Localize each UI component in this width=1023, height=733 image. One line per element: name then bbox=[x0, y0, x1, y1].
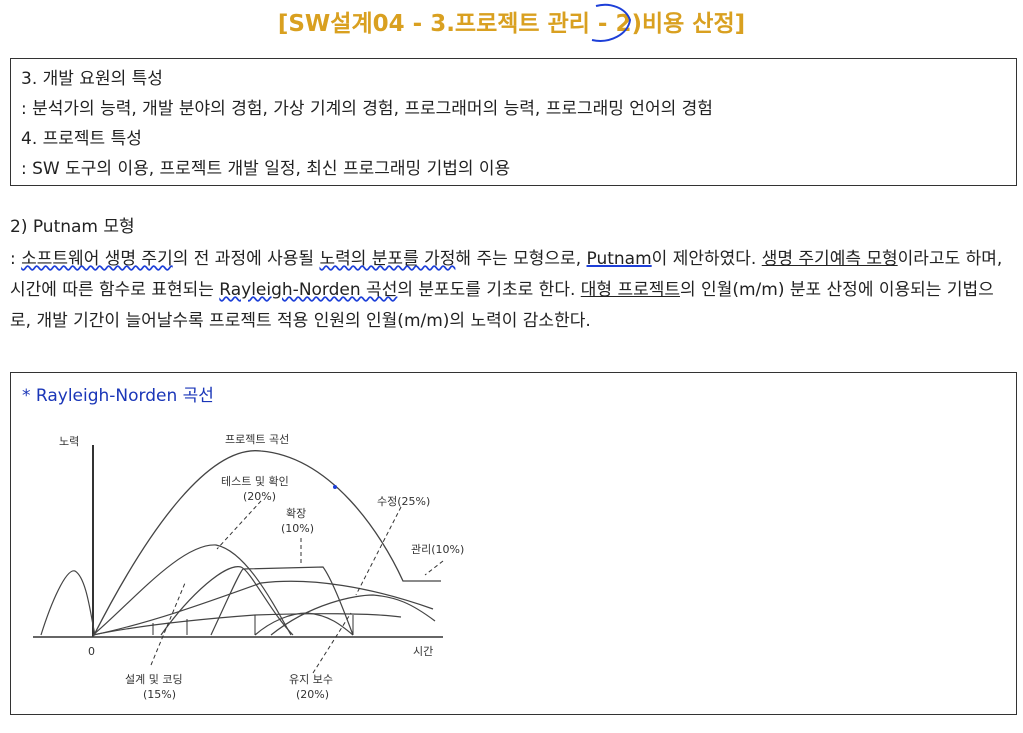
figure-title: * Rayleigh-Norden 곡선 bbox=[22, 386, 214, 406]
putnam-section: 2) Putnam 모형 : 소프트웨어 생명 주기의 전 과정에 사용될 노력… bbox=[10, 210, 1010, 337]
arrow-modify bbox=[355, 506, 402, 596]
maint-label-2: (20%) bbox=[296, 688, 329, 701]
box1-line-2: : 분석가의 능력, 개발 분야의 경험, 가상 기계의 경험, 프로그래머의 … bbox=[21, 99, 713, 119]
para-seg-putnam: Putnam bbox=[586, 249, 652, 269]
modify-label: 수정(25%) bbox=[377, 495, 430, 508]
x-axis-label: 시간 bbox=[413, 645, 433, 658]
dev-characteristics-box: 3. 개발 요원의 특성 : 분석가의 능력, 개발 분야의 경험, 가상 기계… bbox=[10, 58, 1017, 186]
arrow-test bbox=[216, 500, 262, 550]
ext-label-2: (10%) bbox=[281, 522, 314, 535]
para-seg-rayleigh: Rayleigh-Norden 곡선 bbox=[219, 280, 398, 300]
early-hump bbox=[40, 570, 96, 636]
rayleigh-figure-box: * Rayleigh-Norden 곡선 노력 bbox=[10, 372, 1017, 715]
modify-curve bbox=[92, 580, 434, 636]
extension-curve bbox=[210, 566, 354, 636]
test-label-2: (20%) bbox=[243, 490, 276, 503]
putnam-heading: 2) Putnam 모형 bbox=[10, 217, 135, 237]
maint-arc-2 bbox=[254, 612, 354, 636]
para-seg-lifecycle-model: 생명 주기예측 모형 bbox=[761, 249, 898, 269]
box1-line-3: 4. 프로젝트 특성 bbox=[21, 129, 142, 149]
para-seg: 이라고도 하며, 시간에 따른 함수로 표현되는 bbox=[10, 249, 1003, 300]
para-seg: : bbox=[10, 249, 22, 269]
para-seg-lifecycle: 소프트웨어 생명 주기 bbox=[21, 249, 173, 269]
origin-label: 0 bbox=[88, 645, 95, 658]
box1-line-4: : SW 도구의 이용, 프로젝트 개발 일정, 최신 프로그래밍 기법의 이용 bbox=[21, 159, 511, 179]
page-title: [SW설계04 - 3.프로젝트 관리 - 2)비용 산정] bbox=[277, 11, 746, 37]
design-label-2: (15%) bbox=[143, 688, 176, 701]
ext-label-1: 확장 bbox=[286, 507, 306, 520]
y-axis-label: 노력 bbox=[59, 435, 79, 448]
test-curve bbox=[160, 566, 294, 636]
project-curve bbox=[92, 450, 441, 638]
test-label-1: 테스트 및 확인 bbox=[221, 475, 289, 488]
para-seg-large-project: 대형 프로젝트 bbox=[580, 280, 681, 300]
design-label-1: 설계 및 코딩 bbox=[125, 673, 183, 686]
para-seg-effort: 노력의 분포를 가정 bbox=[319, 249, 456, 269]
rayleigh-norden-diagram: 노력 시간 0 프로젝트 곡선 테스트 및 확인 (20%) 확장 (10%) … bbox=[33, 433, 464, 701]
arrow-manage bbox=[424, 560, 444, 576]
arrow-design bbox=[150, 582, 186, 666]
para-seg: 의 전 과정에 사용될 bbox=[172, 249, 320, 269]
manage-label: 관리(10%) bbox=[411, 543, 464, 556]
box1-line-1: 3. 개발 요원의 특성 bbox=[21, 69, 163, 89]
maint-arc-1 bbox=[92, 613, 402, 636]
design-curve bbox=[92, 544, 292, 636]
stray-dot bbox=[333, 485, 337, 489]
maint-label-1: 유지 보수 bbox=[289, 673, 333, 686]
para-seg: 의 인월(m/m) 분포 산정에 이용되는 기법으로, 개발 기간이 늘어날수록… bbox=[10, 280, 994, 331]
project-curve-label: 프로젝트 곡선 bbox=[225, 433, 289, 446]
para-seg: 해 주는 모형으로, bbox=[455, 249, 587, 269]
para-seg: 이 제안하였다. bbox=[651, 249, 762, 269]
arrow-maint bbox=[312, 612, 352, 674]
para-seg: 의 분포도를 기초로 한다. bbox=[397, 280, 581, 300]
putnam-paragraph: : 소프트웨어 생명 주기의 전 과정에 사용될 노력의 분포를 가정해 주는 … bbox=[10, 244, 1010, 337]
